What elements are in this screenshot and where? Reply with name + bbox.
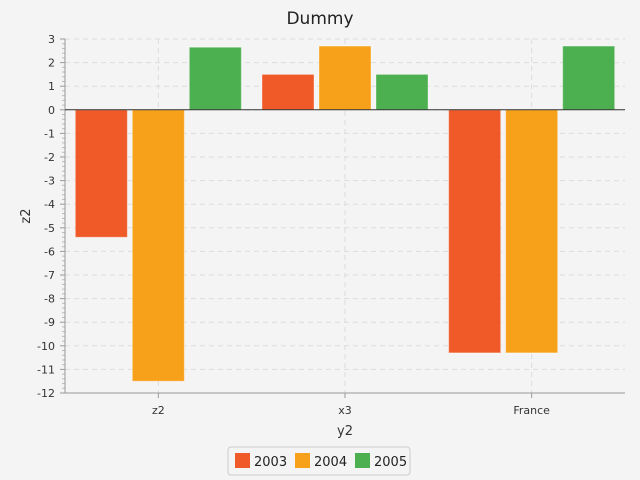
bars-layer bbox=[74, 45, 616, 382]
y-tick-label: -9 bbox=[44, 316, 55, 329]
y-tick-label: -4 bbox=[44, 198, 55, 211]
y-tick-label: -6 bbox=[44, 245, 55, 258]
legend-swatch-2005 bbox=[355, 453, 370, 468]
x-tick-label: France bbox=[513, 404, 550, 417]
y-tick-label: 3 bbox=[48, 33, 55, 46]
legend-swatch-2003 bbox=[235, 453, 250, 468]
bar-2004-France bbox=[505, 109, 559, 354]
bar-2003-France bbox=[448, 109, 502, 354]
legend-label-2003: 2003 bbox=[254, 455, 287, 470]
y-tick-label: -7 bbox=[44, 269, 55, 282]
y-tick-label: -3 bbox=[44, 175, 55, 188]
y-tick-label: -11 bbox=[37, 363, 55, 376]
axis-layer: 3 2 1 0 -1 -2 -3 -4 -5 -6 -7 -8 -9 -10 -11 -12 z2 x3 Franc… bbox=[37, 33, 625, 417]
y-tick-label: -12 bbox=[37, 387, 55, 400]
x-axis-title: y2 bbox=[337, 424, 353, 439]
bar-2004-x3 bbox=[318, 45, 372, 111]
y-tick-label: 0 bbox=[48, 104, 55, 117]
x-tick-label: z2 bbox=[152, 404, 165, 417]
legend-label-2004: 2004 bbox=[314, 455, 347, 470]
bar-2005-z2 bbox=[188, 46, 242, 111]
y-tick-label: 1 bbox=[48, 80, 55, 93]
x-tick-label: x3 bbox=[338, 404, 352, 417]
chart-title: Dummy bbox=[286, 9, 353, 29]
bar-2004-z2 bbox=[131, 109, 185, 382]
y-tick-label: -10 bbox=[37, 340, 55, 353]
bar-2005-x3 bbox=[375, 73, 429, 111]
y-tick-label: 2 bbox=[48, 57, 55, 70]
y-tick-label: -5 bbox=[44, 222, 55, 235]
y-tick-label: -1 bbox=[44, 127, 55, 140]
y-tick-label: -2 bbox=[44, 151, 55, 164]
legend-label-2005: 2005 bbox=[374, 455, 407, 470]
legend-swatch-2004 bbox=[295, 453, 310, 468]
y-tick-label: -8 bbox=[44, 293, 55, 306]
bar-2005-France bbox=[562, 45, 616, 111]
bar-2003-z2 bbox=[74, 109, 128, 238]
bar-2003-x3 bbox=[261, 73, 315, 111]
y-axis-title: z2 bbox=[19, 208, 34, 223]
legend: 2003 2004 2005 bbox=[227, 446, 411, 476]
